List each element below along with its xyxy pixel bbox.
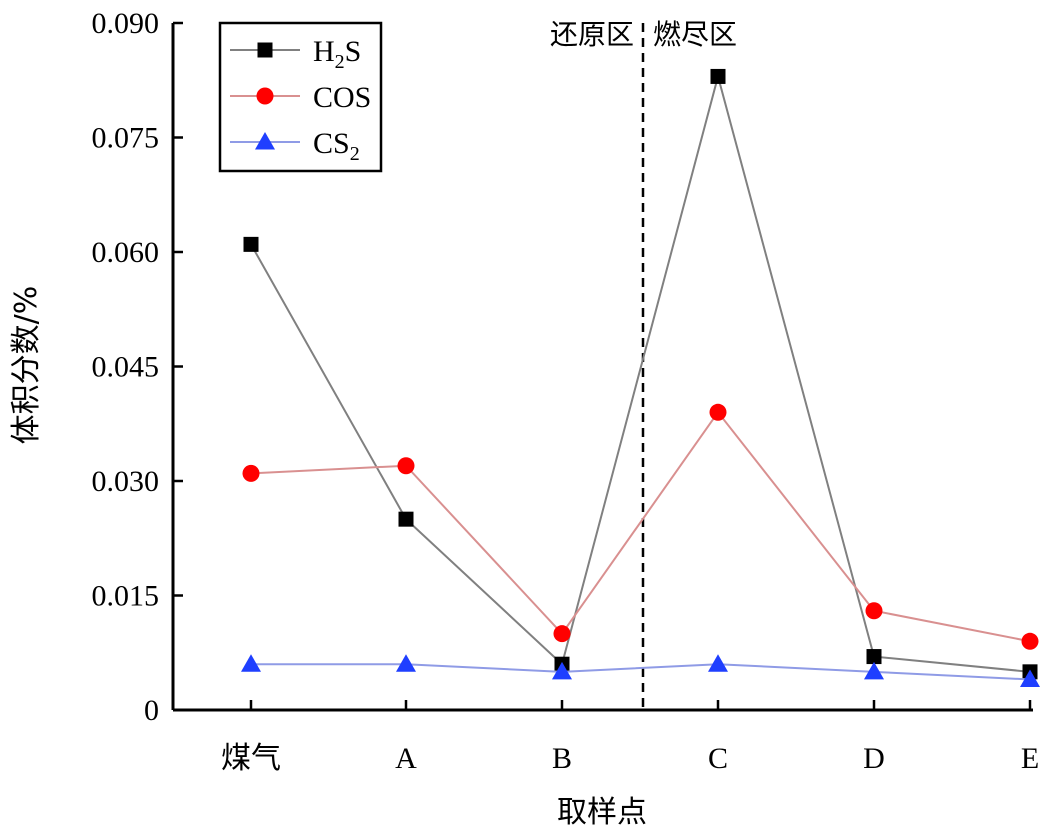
data-point — [864, 661, 884, 680]
y-tick-label: 0.075 — [92, 122, 160, 155]
legend-label: CS2 — [313, 127, 360, 165]
legend-label: H2S — [313, 35, 361, 73]
data-point — [865, 602, 883, 620]
series-h2s — [243, 68, 1038, 680]
y-tick-label: 0.060 — [92, 236, 160, 269]
x-axis-title: 取样点 — [557, 795, 647, 830]
x-tick-label: A — [395, 742, 417, 775]
region-label-burnout: 燃尽区 — [653, 18, 737, 51]
legend-marker — [257, 42, 273, 58]
x-tick-label: B — [552, 742, 572, 775]
series-line — [250, 410, 1031, 643]
data-point — [553, 625, 571, 643]
data-point — [710, 68, 726, 84]
y-axis-title: 体积分数/% — [9, 286, 44, 445]
x-tick-label: D — [863, 742, 885, 775]
data-point — [243, 236, 259, 252]
series-layer — [241, 68, 1040, 687]
series-cos — [242, 403, 1039, 650]
x-tick-label: E — [1021, 742, 1039, 775]
data-point — [241, 654, 261, 672]
data-point — [866, 649, 882, 665]
data-point — [398, 511, 414, 527]
region-label-reduction: 还原区 — [550, 18, 634, 51]
y-tick-label: 0.030 — [92, 465, 160, 498]
legend: H2S COS CS2 — [218, 21, 383, 173]
series-cs2 — [241, 654, 1040, 687]
axes: 0 0.015 0.030 0.045 0.060 0.075 0.090 煤气 A B C D E — [92, 7, 1040, 775]
labels-layer: 体积分数/% 取样点 还原区 燃尽区 — [9, 18, 737, 830]
y-tick-label: 0.045 — [92, 351, 160, 384]
data-point — [709, 403, 727, 421]
x-tick-label: 煤气 — [221, 742, 281, 775]
data-point — [242, 464, 260, 482]
legend-marker — [255, 132, 275, 150]
y-tick-label: 0.090 — [92, 7, 160, 40]
data-point — [397, 457, 415, 475]
data-point — [1021, 632, 1039, 650]
legend-label: COS — [313, 81, 371, 114]
legend-marker — [256, 87, 274, 105]
data-point — [1020, 669, 1040, 687]
series-line — [251, 663, 1031, 681]
y-tick-label: 0.015 — [92, 580, 160, 613]
x-tick-label: C — [708, 742, 728, 775]
data-point — [396, 654, 416, 672]
y-tick-label: 0 — [144, 694, 159, 727]
series-line — [250, 72, 1031, 673]
data-point — [552, 661, 572, 680]
data-point — [708, 654, 728, 672]
